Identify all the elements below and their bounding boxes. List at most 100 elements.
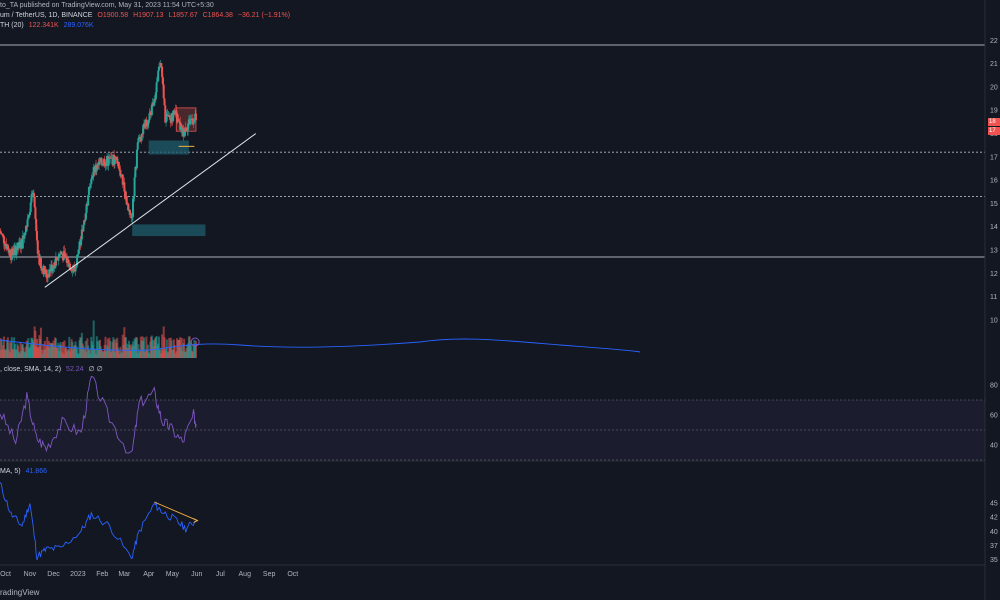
candle-body [176,112,179,123]
candle-body [177,118,180,122]
ohlc-high: H1907.13 [133,12,164,19]
candle-body [148,113,151,121]
osc-tick-label: 45 [990,501,998,508]
price-tick-label: 13 [990,248,998,255]
x-tick-label: Jul [216,571,225,578]
volume-bar [2,336,5,358]
rsi-pane [0,375,985,462]
volume-bar [57,342,60,358]
candle-body [80,239,83,246]
candle-body [82,224,85,232]
candle-body [95,165,98,171]
osc-tick-label: 37 [990,543,998,550]
candle-body [84,213,87,221]
candle-body [105,162,108,167]
candle-body [157,70,160,82]
candle-body [0,231,2,234]
volume-bar [124,337,127,358]
candle-body [27,216,30,220]
volume-bar [161,334,164,358]
volume-bar [157,336,160,358]
candle-body [118,168,121,171]
candle-body [65,257,68,259]
x-tick-label: Dec [47,571,60,578]
candle-body [135,149,138,169]
candle-body [162,84,165,99]
rsi-legend: , close, SMA, 14, 2) 52.24 ∅ ∅ [0,365,106,373]
demand-zone-upper [148,140,189,155]
candle-body [91,177,94,179]
candle-body [121,174,124,185]
symbol-line: um / TetherUS, 1D, BINANCE O1900.58 H190… [0,12,293,19]
candle-body [114,156,117,160]
candle-body [35,218,38,232]
volume-bar [173,345,176,358]
price-tick-label: 17 [990,154,998,161]
volume-bar [76,348,79,358]
candle-body [60,251,63,254]
candle-body [23,235,26,239]
drawings [44,133,257,347]
osc-tick-label: 40 [990,529,998,536]
candle-body [35,231,38,241]
volume-bar [180,337,183,358]
volume-bar [183,338,186,358]
volume-bar [135,337,138,358]
candle-body [165,116,168,123]
volume-bar [94,349,97,358]
osc-label: MA, 5) [0,468,21,475]
volume-bars [0,320,641,358]
volume-ma-value: 289.076K [63,22,94,29]
candle-body [62,251,65,261]
price-tag-lower: 17 [988,127,1000,135]
candle-body [145,119,148,125]
candle-body [175,110,178,113]
candle-body [90,178,93,185]
ohlc-close: C1864.38 [202,12,233,19]
candle-body [113,154,116,165]
candle-body [24,225,27,233]
candle-body [168,115,171,117]
tradingview-watermark: radingView [0,588,40,597]
y-axis: 2221201918171615141312111080604045424037… [984,0,998,600]
x-tick-label: Apr [143,571,155,578]
volume-bar [104,336,107,358]
candle-body [102,164,105,166]
volume-bar [92,320,95,358]
price-tick-label: 14 [990,224,998,231]
volume-bar [0,339,3,358]
candle-body [116,157,119,164]
candle-body [33,196,36,208]
candle-body [136,142,139,150]
price-tick-label: 20 [990,84,998,91]
volume-bar [60,345,63,358]
candle-body [57,258,60,261]
x-tick-label: Feb [96,571,108,578]
symbol-name: um / TetherUS, 1D, BINANCE [0,12,93,19]
candle-body [85,204,88,214]
candle-body [1,233,4,235]
rsi-tick-label: 40 [990,443,998,450]
candle-body [132,196,135,199]
price-tick-label: 19 [990,108,998,115]
candle-body [180,126,183,130]
published-note: to_TA published on TradingView.com, May … [0,2,214,9]
rsi-value: 52.24 [66,366,84,373]
x-tick-label: May [166,571,180,578]
candle-body [172,110,175,114]
volume-bar [6,337,9,358]
candle-body [83,220,86,221]
candle-body [192,122,195,125]
candle-body [30,194,33,203]
candle-body [34,207,37,219]
x-tick-label: Nov [24,571,37,578]
candle-body [123,182,126,192]
candle-body [119,170,122,177]
candle-body [37,253,40,255]
volume-bar [10,337,13,358]
candle-body [103,159,106,166]
osc-value: 41.866 [25,468,47,475]
rsi-tick-label: 60 [990,413,998,420]
price-tick-label: 22 [990,38,998,45]
